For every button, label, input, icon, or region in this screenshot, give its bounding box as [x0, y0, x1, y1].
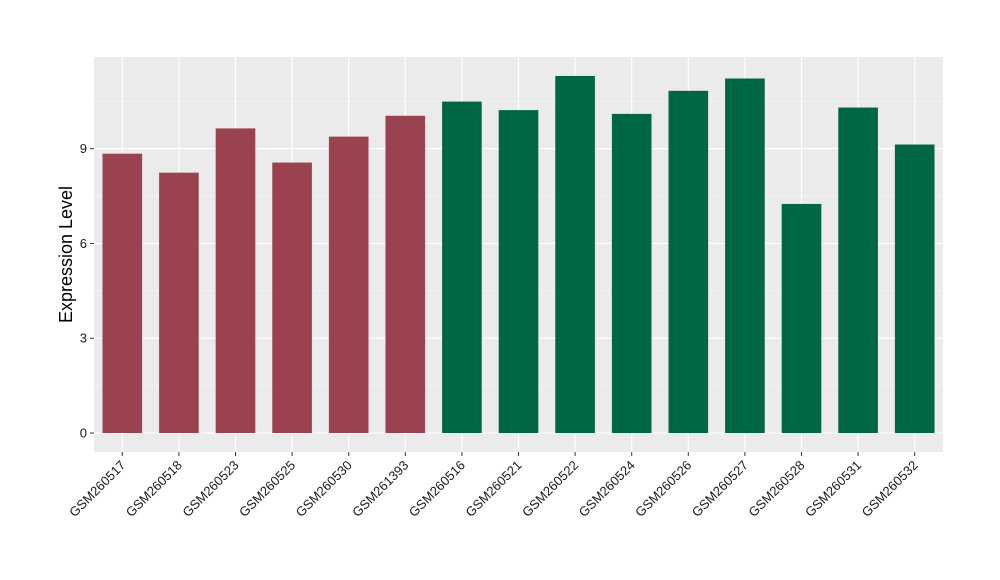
bar-GSM260530 — [328, 136, 369, 434]
bar-GSM260517 — [102, 153, 143, 434]
x-tick-label: GSM260524 — [576, 458, 638, 520]
bar-GSM260531 — [838, 107, 878, 434]
x-tick-label: GSM260521 — [462, 458, 524, 520]
bar-GSM260528 — [781, 203, 822, 434]
y-tick-label: 3 — [80, 331, 87, 346]
y-axis: 0 3 6 9 — [80, 141, 94, 441]
bar-GSM260516 — [442, 101, 482, 434]
x-tick-label: GSM260530 — [293, 458, 355, 520]
x-tick-label: GSM260523 — [179, 458, 241, 520]
bar-GSM260524 — [611, 113, 652, 434]
x-tick-label: GSM260528 — [745, 458, 807, 520]
bar-GSM260521 — [498, 110, 539, 434]
x-tick-label: GSM261393 — [349, 458, 411, 520]
x-tick-label: GSM260531 — [802, 458, 864, 520]
y-tick-label: 0 — [80, 426, 87, 441]
x-tick-label: GSM260516 — [406, 458, 468, 520]
y-tick-label: 9 — [80, 141, 87, 156]
bar-GSM260527 — [725, 78, 765, 434]
bars-layer — [102, 75, 935, 434]
x-tick-label: GSM260525 — [236, 458, 298, 520]
y-tick-label: 6 — [80, 236, 87, 251]
bar-GSM260518 — [159, 172, 199, 434]
x-axis: GSM260517GSM260518GSM260523GSM260525GSM2… — [66, 452, 921, 520]
x-tick-label: GSM260532 — [859, 458, 921, 520]
x-tick-label: GSM260522 — [519, 458, 581, 520]
y-axis-title: Expression Level — [56, 186, 76, 323]
x-tick-label: GSM260518 — [123, 458, 185, 520]
bar-GSM260523 — [215, 128, 256, 434]
x-tick-label: GSM260527 — [689, 458, 751, 520]
bar-GSM260522 — [555, 75, 595, 434]
bar-GSM260526 — [668, 90, 709, 434]
bar-GSM260532 — [894, 144, 935, 434]
x-tick-label: GSM260526 — [632, 458, 694, 520]
bar-GSM260525 — [272, 162, 312, 434]
bar-GSM261393 — [385, 115, 426, 434]
x-tick-label: GSM260517 — [66, 458, 128, 520]
